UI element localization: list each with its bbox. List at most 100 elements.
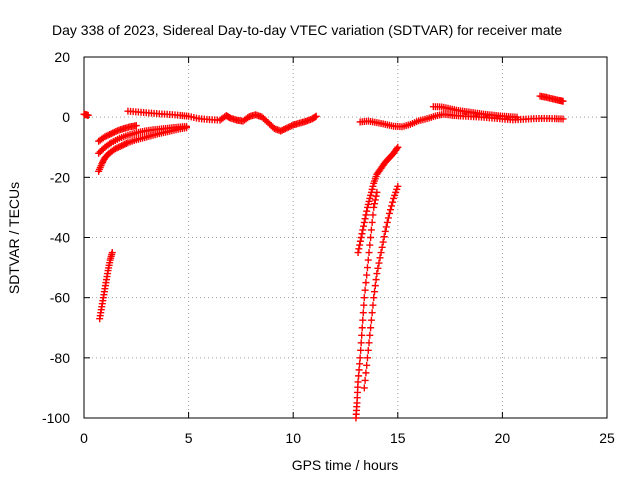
data-point <box>355 366 363 374</box>
data-point <box>366 241 374 249</box>
data-point <box>361 215 369 223</box>
data-point <box>513 113 521 121</box>
data-point <box>354 249 362 257</box>
data-point <box>362 369 370 377</box>
series-group <box>80 110 92 119</box>
data-point <box>394 182 402 190</box>
data-point <box>382 223 390 231</box>
data-point <box>102 132 110 140</box>
tick-labels: 0 5 10 15 20 25 -100 -80 -60 -40 -20 0 20 <box>42 49 615 446</box>
data-point <box>363 271 371 279</box>
data-point <box>359 316 367 324</box>
data-point <box>356 237 364 245</box>
data-point <box>280 126 288 134</box>
x-tick-label: 0 <box>80 430 88 446</box>
data-point <box>380 233 388 241</box>
data-point <box>388 202 396 210</box>
axis-ticks <box>83 56 608 419</box>
data-point <box>369 211 377 219</box>
data-point <box>357 346 365 354</box>
data-point <box>361 376 369 384</box>
data-point <box>361 286 369 294</box>
data-point <box>118 142 126 150</box>
data-point <box>288 122 296 130</box>
data-point <box>363 207 371 215</box>
data-point <box>244 114 252 122</box>
data-point <box>183 124 191 132</box>
data-point <box>362 279 370 287</box>
data-point <box>372 192 380 200</box>
data-point <box>378 243 386 251</box>
data-point <box>373 270 381 278</box>
data-point <box>371 196 379 204</box>
data-point <box>386 206 394 214</box>
data-point <box>115 143 123 151</box>
data-point <box>360 301 368 309</box>
data-point <box>559 115 567 123</box>
data-point <box>372 276 380 284</box>
data-point <box>355 372 363 380</box>
series-group <box>536 92 567 105</box>
data-point <box>384 214 392 222</box>
series-group <box>429 103 521 121</box>
data-point <box>101 133 109 141</box>
data-point <box>370 203 378 211</box>
data-point <box>379 238 387 246</box>
data-point <box>84 111 92 119</box>
series-group <box>352 188 381 422</box>
data-point <box>363 354 371 362</box>
data-point <box>113 144 121 152</box>
data-point <box>367 316 375 324</box>
data-point <box>132 122 140 130</box>
data-point <box>109 129 117 137</box>
data-point <box>371 200 379 208</box>
data-point <box>359 309 367 317</box>
data-point <box>367 234 375 241</box>
data-point <box>119 141 127 149</box>
data-point <box>281 125 289 133</box>
data-point <box>394 143 402 151</box>
data-point <box>106 140 114 148</box>
data-point <box>110 128 118 136</box>
data-point <box>559 97 567 105</box>
data-point <box>360 218 368 226</box>
y-tick-label: -80 <box>50 350 70 366</box>
x-tick-label: 10 <box>285 430 301 446</box>
data-point <box>356 241 364 249</box>
data-point <box>368 309 376 317</box>
data-point <box>312 112 320 120</box>
data-point <box>374 264 382 272</box>
x-tick-label: 5 <box>185 430 193 446</box>
data-point <box>358 230 366 238</box>
data-point <box>104 131 112 139</box>
y-tick-label: -60 <box>50 290 70 306</box>
data-point <box>369 301 377 309</box>
data-point <box>360 384 368 392</box>
data-point <box>367 324 375 332</box>
data-point <box>362 211 370 219</box>
data-point <box>111 145 119 153</box>
data-point <box>122 139 130 147</box>
data-point <box>371 288 379 296</box>
data-point <box>277 127 285 135</box>
data-point <box>371 282 379 290</box>
data-point <box>365 249 373 257</box>
data-point <box>359 226 367 234</box>
data-point <box>373 188 381 196</box>
series-group <box>360 182 402 392</box>
data-point <box>357 339 365 347</box>
data-point <box>383 218 391 226</box>
series-group <box>95 122 140 145</box>
data-point <box>381 227 389 235</box>
y-tick-label: 0 <box>62 109 70 125</box>
x-tick-label: 25 <box>599 430 615 446</box>
data-point <box>363 361 371 369</box>
y-tick-label: -100 <box>42 410 70 426</box>
x-axis-label: GPS time / hours <box>292 457 399 473</box>
data-point <box>112 127 120 135</box>
data-point <box>284 123 292 131</box>
data-point <box>358 331 366 339</box>
x-tick-label: 15 <box>390 430 406 446</box>
data-point <box>107 130 115 138</box>
